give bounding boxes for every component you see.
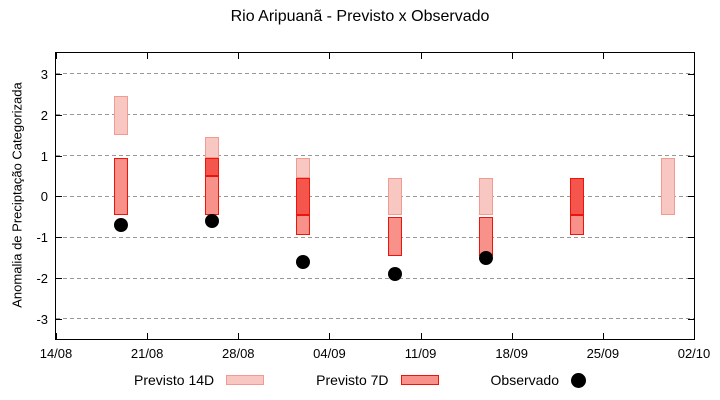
observado-dot-icon (571, 372, 586, 388)
previsto-14d-bar-segment (296, 157, 311, 179)
y-tick-right (688, 73, 694, 75)
previsto-7d-bar-segment (569, 214, 584, 236)
x-tick-label: 04/09 (313, 346, 346, 361)
y-tick-right (688, 278, 694, 280)
previsto-14d-bar-segment (478, 178, 493, 215)
x-tick-bottom (329, 333, 331, 339)
legend: Previsto 14D Previsto 7D Observado (0, 372, 720, 388)
y-tick-label: 3 (40, 66, 48, 82)
previsto-14d-swatch-icon (226, 375, 265, 385)
y-tick-label: 0 (40, 189, 48, 205)
gridline (56, 114, 694, 116)
legend-item-previsto-14d: Previsto 14D (134, 372, 265, 388)
legend-item-observado: Observado (491, 372, 586, 388)
gridline (56, 318, 694, 320)
previsto-7d-bar-segment (478, 216, 493, 256)
x-tick-top (147, 53, 149, 59)
legend-label-observado: Observado (490, 372, 559, 388)
x-tick-bottom (694, 333, 695, 339)
y-tick-left (56, 278, 62, 280)
previsto-7d-bar-segment (296, 214, 311, 236)
gridline (56, 155, 694, 157)
forecast-overlap-bar-segment (296, 178, 311, 215)
chart-title: Rio Aripuanã - Previsto x Observado (230, 8, 490, 25)
x-tick-bottom (602, 333, 604, 339)
forecast-overlap-bar-segment (569, 178, 584, 215)
x-tick-bottom (511, 333, 513, 339)
y-tick-right (688, 155, 694, 157)
gridline (56, 195, 694, 197)
y-tick-right (688, 114, 694, 116)
y-tick-label: 2 (40, 107, 48, 123)
y-tick-right (688, 237, 694, 239)
x-tick-label: 02/10 (677, 346, 711, 361)
y-tick-label: -2 (36, 271, 48, 287)
previsto-14d-bar-segment (660, 157, 675, 215)
x-tick-bottom (56, 333, 57, 339)
gridline (56, 73, 694, 75)
observado-point (478, 250, 493, 265)
observado-point (205, 213, 220, 228)
y-tick-label: 1 (40, 148, 48, 164)
x-tick-bottom (238, 333, 240, 339)
x-tick-top (56, 53, 57, 59)
y-tick-label: -1 (36, 230, 48, 246)
y-tick-right (688, 318, 694, 320)
x-tick-top (694, 53, 695, 59)
x-tick-top (602, 53, 604, 59)
x-tick-bottom (420, 333, 422, 339)
y-tick-right (688, 196, 694, 198)
x-tick-label: 18/09 (495, 346, 528, 361)
y-tick-left (56, 318, 62, 320)
x-tick-top (238, 53, 240, 59)
x-tick-label: 14/08 (39, 346, 73, 361)
x-tick-top (329, 53, 331, 59)
observado-point (387, 267, 402, 282)
gridline (56, 236, 694, 238)
y-tick-left (56, 237, 62, 239)
x-tick-bottom (147, 333, 149, 339)
legend-item-previsto-7d: Previsto 7D (316, 372, 439, 388)
previsto-7d-bar-segment (114, 157, 129, 215)
y-tick-left (56, 73, 62, 75)
observado-point (296, 254, 311, 269)
x-tick-top (420, 53, 422, 59)
plot-area: 3 2 1 0 -1 -2 -3 14/08 21/08 28/08 04/09 11/09 18/09… (36, 52, 710, 360)
x-tick-label: 11/09 (404, 346, 437, 361)
legend-label-previsto-7d: Previsto 7D (316, 372, 389, 388)
previsto-14d-bar-segment (387, 178, 402, 215)
previsto-14d-bar-segment (205, 137, 220, 158)
observado-point (114, 218, 129, 232)
legend-label-previsto-14d: Previsto 14D (134, 372, 215, 388)
previsto-7d-swatch-icon (400, 375, 439, 385)
y-tick-left (56, 155, 62, 157)
previsto-7d-bar-segment (387, 216, 402, 256)
x-tick-label: 28/08 (222, 346, 255, 361)
y-tick-left (56, 114, 62, 116)
previsto-14d-bar-segment (114, 96, 129, 136)
previsto-7d-bar-segment (205, 175, 220, 215)
forecast-overlap-bar-segment (205, 157, 220, 176)
y-tick-label: -3 (36, 311, 48, 327)
x-tick-top (511, 53, 513, 59)
x-tick-label: 25/09 (586, 346, 620, 361)
y-tick-left (56, 196, 62, 198)
x-tick-label: 21/08 (130, 346, 164, 361)
gridline (56, 277, 694, 279)
